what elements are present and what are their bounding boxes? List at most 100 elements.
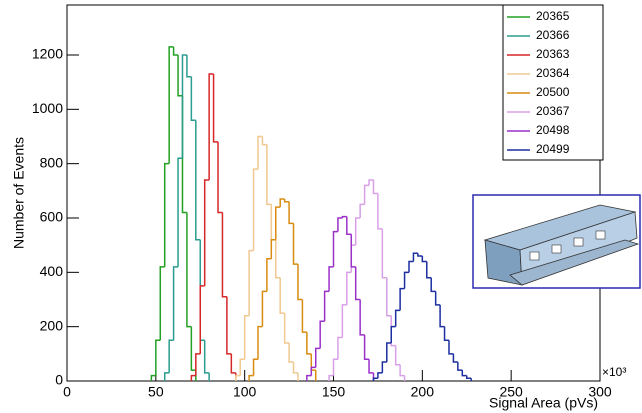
histogram-bin bbox=[155, 339, 161, 376]
histogram-bin bbox=[257, 325, 263, 360]
histogram-bin bbox=[328, 374, 334, 381]
histogram-bin bbox=[243, 315, 250, 360]
histogram-bin bbox=[421, 256, 427, 263]
histogram-bin bbox=[226, 296, 232, 355]
x-tick-label: 0 bbox=[63, 384, 71, 400]
histogram-bin bbox=[297, 264, 303, 301]
legend-label: 20365 bbox=[536, 9, 570, 23]
histogram-bin bbox=[266, 257, 272, 292]
histogram-bin bbox=[337, 336, 343, 360]
histogram-bin bbox=[283, 198, 290, 203]
histogram-bin bbox=[399, 364, 405, 377]
legend-label: 20367 bbox=[536, 104, 570, 118]
legend-label: 20364 bbox=[536, 66, 570, 80]
x-tick-label: 250 bbox=[499, 384, 523, 400]
histogram-bin bbox=[457, 361, 463, 371]
histogram-bin bbox=[190, 76, 196, 121]
histogram-bin bbox=[208, 73, 214, 180]
histogram-bin bbox=[394, 345, 401, 366]
histogram-bin bbox=[332, 230, 338, 267]
histogram-bin bbox=[239, 358, 245, 376]
y-tick-label: 600 bbox=[40, 209, 64, 225]
histogram-bin bbox=[386, 342, 392, 362]
histogram-bin bbox=[217, 141, 223, 214]
histogram-bin bbox=[319, 320, 325, 349]
legend-label: 20499 bbox=[536, 142, 570, 156]
y-tick-label: 800 bbox=[40, 154, 64, 170]
histogram-bin bbox=[203, 340, 210, 374]
histogram-bin bbox=[159, 266, 165, 341]
histogram-bin bbox=[292, 361, 298, 374]
histogram-bin bbox=[439, 304, 445, 328]
legend-box bbox=[502, 4, 604, 161]
histogram-bin bbox=[252, 358, 258, 376]
histogram-bin bbox=[163, 372, 170, 381]
histogram-bin bbox=[195, 120, 201, 241]
histogram-bin bbox=[301, 299, 307, 333]
histogram-bin bbox=[150, 374, 156, 381]
histogram-bin bbox=[203, 179, 210, 286]
histogram-bin bbox=[372, 179, 378, 195]
y-tick-label: 400 bbox=[40, 263, 64, 279]
histogram-bin bbox=[314, 347, 321, 368]
histogram-bin bbox=[306, 374, 312, 381]
histogram-bin bbox=[368, 179, 374, 186]
histogram-bin bbox=[279, 277, 285, 314]
histogram-bin bbox=[359, 203, 365, 218]
histogram-bin bbox=[363, 334, 370, 361]
histogram-bin bbox=[403, 271, 410, 289]
legend: 20365 20366 20363 20364 20500 20367 20498 20499 bbox=[507, 9, 570, 156]
histogram-bin bbox=[337, 217, 343, 232]
legend-label: 20363 bbox=[536, 47, 570, 61]
histogram-bin bbox=[346, 271, 352, 305]
histogram-bin bbox=[177, 157, 183, 267]
histogram-bin bbox=[310, 366, 316, 376]
y-tick-label: 1200 bbox=[32, 46, 63, 62]
histogram-bin bbox=[323, 290, 330, 322]
histogram-bin bbox=[212, 74, 219, 143]
histogram-bin bbox=[363, 184, 370, 205]
x-tick-label: 50 bbox=[148, 384, 164, 400]
histogram-bin bbox=[186, 54, 192, 78]
histogram-bin bbox=[354, 217, 361, 246]
histogram-bin bbox=[172, 46, 179, 56]
histogram-bin bbox=[412, 252, 418, 262]
histogram-bin bbox=[448, 340, 454, 355]
histogram-bin bbox=[381, 228, 387, 279]
legend-label: 20500 bbox=[536, 85, 570, 99]
histogram-bin bbox=[270, 238, 276, 259]
x-axis-label: Signal Area (pVs) bbox=[489, 395, 598, 411]
histogram-bin bbox=[341, 215, 347, 218]
y-tick-label: 1000 bbox=[32, 100, 63, 116]
legend-label: 20498 bbox=[536, 123, 570, 137]
histogram-bin bbox=[181, 54, 187, 159]
histogram-bin bbox=[288, 201, 294, 225]
histogram-bin bbox=[354, 266, 361, 301]
histogram-bin bbox=[394, 309, 401, 327]
histogram-bin bbox=[452, 353, 458, 363]
histogram-bin bbox=[390, 315, 396, 347]
histogram-bin bbox=[377, 372, 383, 379]
histogram-bin bbox=[368, 359, 374, 374]
histogram-bin bbox=[186, 212, 192, 328]
histogram-bin bbox=[261, 290, 267, 327]
y-axis-label: Number of Events bbox=[11, 137, 27, 249]
histogram-bin bbox=[292, 223, 298, 265]
histogram-bin bbox=[199, 285, 205, 354]
histogram-bin bbox=[275, 239, 281, 279]
histogram-bin bbox=[275, 206, 281, 240]
histogram-bin bbox=[279, 198, 285, 208]
histogram-bin bbox=[461, 370, 467, 377]
y-tick-label: 0 bbox=[55, 372, 63, 388]
histogram-bin bbox=[372, 377, 378, 381]
histogram-bin bbox=[248, 374, 254, 381]
histogram-bin bbox=[163, 162, 170, 267]
histogram-bin bbox=[190, 374, 196, 381]
histogram-bin bbox=[466, 375, 472, 380]
histogram-bin bbox=[408, 260, 414, 273]
histogram-bin bbox=[434, 291, 441, 306]
histogram-bin bbox=[235, 374, 241, 381]
x-tick-label: 100 bbox=[233, 384, 257, 400]
histogram-bin bbox=[399, 287, 405, 311]
